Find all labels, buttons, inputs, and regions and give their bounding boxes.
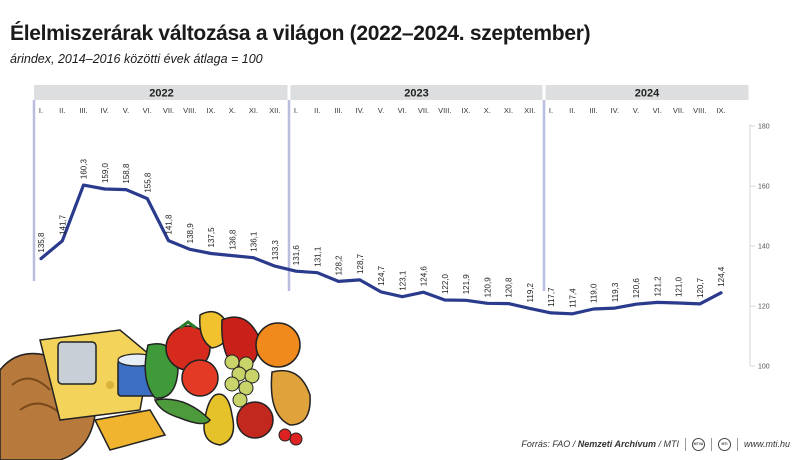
month-tick-label: V. bbox=[123, 106, 129, 115]
chart-title: Élelmiszerárak változása a világon (2022… bbox=[10, 22, 591, 45]
source-text: Forrás: FAO / Nemzeti Archívum / MTI bbox=[521, 439, 679, 449]
data-label: 119,0 bbox=[590, 283, 599, 303]
month-tick-label: IV. bbox=[611, 106, 619, 115]
source-archive: Nemzeti Archívum bbox=[577, 439, 656, 449]
y-tick-label: 120 bbox=[758, 304, 770, 311]
month-tick-label: IX. bbox=[206, 106, 215, 115]
month-tick-label: X. bbox=[229, 106, 236, 115]
data-label: 158,8 bbox=[122, 163, 131, 184]
month-tick-label: VII. bbox=[418, 106, 429, 115]
year-band bbox=[290, 85, 543, 100]
data-label: 135,8 bbox=[37, 232, 46, 253]
data-label: 159,0 bbox=[101, 162, 110, 183]
month-tick-label: VII. bbox=[673, 106, 684, 115]
data-label: 131,6 bbox=[292, 245, 301, 266]
chart-subtitle: árindex, 2014–2016 közötti évek átlaga =… bbox=[10, 52, 263, 66]
data-label: 133,3 bbox=[271, 240, 280, 261]
footer: Forrás: FAO / Nemzeti Archívum / MTI MTV… bbox=[521, 437, 790, 451]
month-tick-label: IV. bbox=[356, 106, 364, 115]
source-prefix: Forrás: FAO / bbox=[521, 439, 576, 449]
data-label: 123,1 bbox=[398, 270, 407, 291]
data-label: 120,9 bbox=[483, 277, 492, 298]
month-tick-label: X. bbox=[484, 106, 491, 115]
data-label: 117,7 bbox=[547, 287, 556, 307]
data-label: 121,9 bbox=[462, 274, 471, 295]
month-tick-label: VIII. bbox=[438, 106, 451, 115]
month-tick-label: XII. bbox=[269, 106, 280, 115]
month-tick-label: VII. bbox=[163, 106, 174, 115]
month-tick-label: IV. bbox=[101, 106, 109, 115]
y-tick-label: 160 bbox=[758, 184, 770, 191]
data-label: 128,7 bbox=[356, 253, 365, 274]
data-label: 124,6 bbox=[420, 266, 429, 287]
year-label: 2023 bbox=[404, 88, 428, 100]
data-label: 155,8 bbox=[143, 172, 152, 193]
month-tick-label: III. bbox=[334, 106, 342, 115]
data-label: 119,3 bbox=[611, 282, 620, 302]
series-line bbox=[39, 183, 723, 316]
data-label: 120,8 bbox=[505, 277, 514, 298]
footer-divider bbox=[684, 437, 686, 451]
data-label: 136,1 bbox=[250, 231, 259, 252]
month-tick-label: V. bbox=[378, 106, 384, 115]
data-label: 160,3 bbox=[80, 159, 89, 180]
month-tick-label: XII. bbox=[524, 106, 535, 115]
year-band bbox=[545, 85, 749, 100]
month-tick-label: III. bbox=[589, 106, 597, 115]
month-tick-label: II. bbox=[569, 106, 575, 115]
footer-divider bbox=[736, 437, 738, 451]
data-label: 120,7 bbox=[696, 277, 705, 298]
month-tick-label: I. bbox=[294, 106, 298, 115]
data-label: 124,4 bbox=[717, 266, 726, 287]
month-tick-label: VIII. bbox=[693, 106, 706, 115]
month-tick-label: VI. bbox=[398, 106, 407, 115]
data-label: 128,2 bbox=[335, 255, 344, 276]
data-label: 141,7 bbox=[58, 214, 67, 235]
data-label: 124,7 bbox=[377, 265, 386, 286]
website-link[interactable]: www.mti.hu bbox=[743, 439, 790, 449]
month-tick-label: II. bbox=[59, 106, 65, 115]
data-label: 141,8 bbox=[165, 214, 174, 235]
month-tick-label: VI. bbox=[143, 106, 152, 115]
month-tick-label: IX. bbox=[716, 106, 725, 115]
year-label: 2024 bbox=[635, 88, 660, 100]
data-label: 119,2 bbox=[526, 282, 535, 302]
year-band bbox=[34, 85, 288, 100]
month-tick-label: XI. bbox=[504, 106, 513, 115]
mtva-logo-icon: MTVA bbox=[691, 437, 705, 451]
data-label: 121,0 bbox=[675, 276, 684, 297]
month-tick-label: VIII. bbox=[183, 106, 196, 115]
month-tick-label: II. bbox=[314, 106, 320, 115]
year-label: 2022 bbox=[149, 88, 173, 100]
mti-logo-icon: MTI bbox=[717, 437, 731, 451]
y-tick-label: 100 bbox=[758, 364, 770, 371]
y-tick-label: 180 bbox=[758, 124, 770, 131]
month-tick-label: III. bbox=[79, 106, 87, 115]
month-tick-label: V. bbox=[633, 106, 639, 115]
food-illustration bbox=[0, 310, 311, 460]
y-tick-label: 140 bbox=[758, 244, 770, 251]
data-label: 131,1 bbox=[313, 246, 322, 267]
footer-divider bbox=[710, 437, 712, 451]
data-label: 120,6 bbox=[632, 278, 641, 299]
data-label: 138,9 bbox=[186, 223, 195, 244]
month-tick-label: I. bbox=[39, 106, 43, 115]
data-label: 117,4 bbox=[568, 288, 577, 308]
data-label: 121,2 bbox=[653, 276, 662, 297]
month-tick-label: XI. bbox=[249, 106, 258, 115]
month-tick-label: VI. bbox=[653, 106, 662, 115]
data-label: 136,8 bbox=[228, 229, 237, 250]
month-tick-label: IX. bbox=[461, 106, 470, 115]
data-label: 137,5 bbox=[207, 227, 216, 248]
month-tick-label: I. bbox=[549, 106, 553, 115]
source-suffix: / MTI bbox=[658, 439, 679, 449]
data-label: 122,0 bbox=[441, 273, 450, 294]
